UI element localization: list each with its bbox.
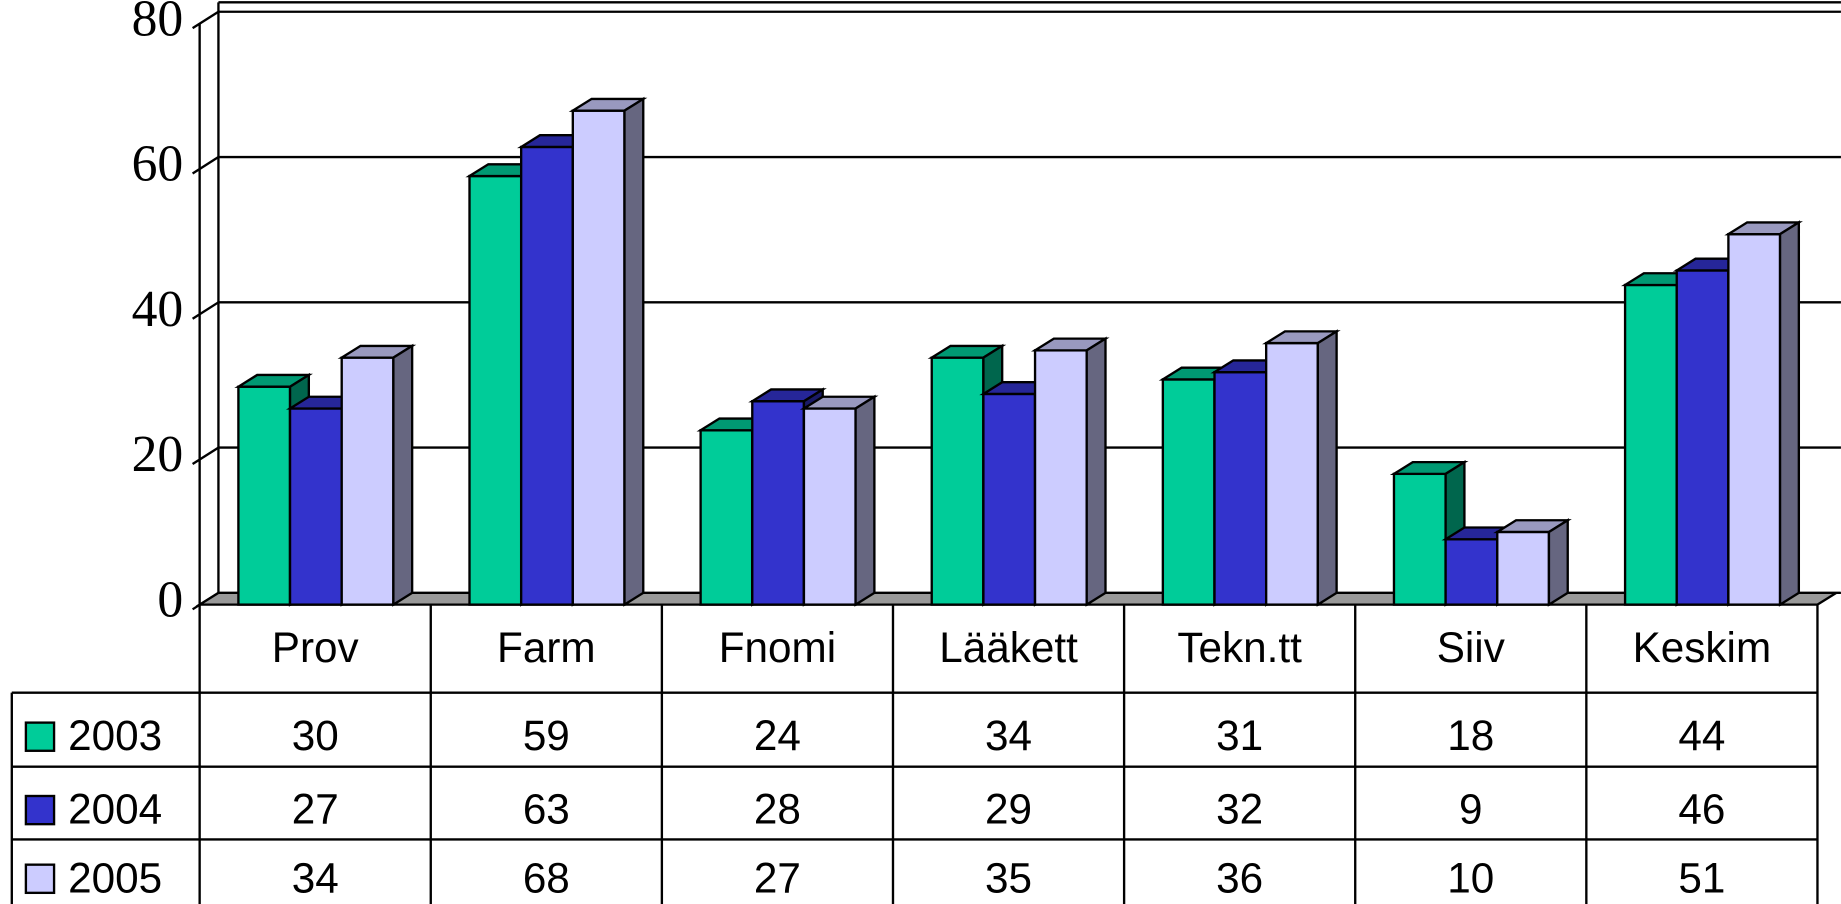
bar-front bbox=[930, 356, 985, 606]
legend-swatch bbox=[24, 794, 56, 826]
legend-swatch bbox=[24, 721, 56, 752]
bar bbox=[1724, 220, 1803, 607]
bar-front bbox=[1444, 538, 1499, 606]
table-value: 44 bbox=[1678, 712, 1725, 759]
bar-front bbox=[340, 356, 395, 606]
table-value: 27 bbox=[292, 786, 339, 833]
bar-side bbox=[392, 343, 414, 607]
legend-label: 2005 bbox=[68, 854, 162, 901]
bar-side bbox=[1778, 220, 1801, 607]
bar-side bbox=[1085, 336, 1107, 607]
legend-label: 2003 bbox=[68, 712, 162, 759]
bar-front bbox=[468, 174, 523, 606]
x-tick-label: Lääkett bbox=[939, 624, 1078, 671]
y-tick bbox=[191, 10, 220, 30]
x-tick-label: Prov bbox=[272, 624, 359, 671]
bar-front bbox=[982, 392, 1037, 606]
bar-front bbox=[1675, 269, 1730, 606]
bar bbox=[1262, 329, 1341, 607]
bar-front bbox=[1623, 283, 1678, 606]
bar-front bbox=[571, 109, 626, 606]
table-value: 59 bbox=[523, 712, 570, 759]
table-value: 46 bbox=[1678, 786, 1725, 833]
x-tick-label: Fnomi bbox=[719, 624, 836, 671]
bar-front bbox=[1161, 378, 1216, 606]
bar-front bbox=[1496, 530, 1551, 606]
bar bbox=[799, 394, 879, 607]
y-tick bbox=[191, 156, 220, 175]
table-value: 18 bbox=[1447, 712, 1494, 759]
bar bbox=[1493, 518, 1572, 607]
table-value: 32 bbox=[1216, 786, 1263, 833]
bar-side bbox=[1547, 518, 1569, 607]
y-tick-label: 60 bbox=[132, 136, 184, 193]
y-tick-label: 80 bbox=[132, 0, 184, 47]
x-tick-label: Siiv bbox=[1437, 624, 1505, 671]
table-value: 63 bbox=[523, 786, 570, 833]
table-value: 34 bbox=[292, 854, 339, 901]
y-tick-label: 0 bbox=[157, 571, 183, 628]
bar-front bbox=[288, 407, 343, 606]
y-tick-label: 20 bbox=[132, 426, 184, 483]
bar-front bbox=[1392, 472, 1447, 606]
bar-front bbox=[751, 400, 806, 606]
x-tick-label: Keskim bbox=[1633, 624, 1772, 671]
table-value: 68 bbox=[523, 854, 570, 901]
bar-side bbox=[1316, 329, 1338, 607]
bar-front bbox=[699, 429, 754, 606]
table-value: 35 bbox=[985, 854, 1032, 901]
table-value: 51 bbox=[1678, 854, 1725, 901]
table-value: 30 bbox=[292, 712, 339, 759]
legend-swatch bbox=[24, 863, 56, 895]
table-value: 24 bbox=[754, 712, 801, 759]
x-tick-label: Farm bbox=[497, 624, 596, 671]
table-value: 31 bbox=[1216, 712, 1263, 759]
y-tick bbox=[191, 446, 220, 466]
bar-front bbox=[802, 407, 857, 606]
table-value: 28 bbox=[754, 786, 801, 833]
bar-front bbox=[1033, 349, 1088, 606]
bar bbox=[1030, 336, 1110, 607]
bar-front bbox=[237, 385, 292, 606]
bar-front bbox=[519, 145, 574, 606]
x-tick-label: Tekn.tt bbox=[1177, 624, 1302, 671]
bar bbox=[568, 96, 648, 607]
bar-front bbox=[1727, 232, 1782, 606]
table-value: 36 bbox=[1216, 854, 1263, 901]
y-tick-label: 40 bbox=[132, 281, 184, 338]
y-tick bbox=[191, 301, 220, 320]
table-value: 34 bbox=[985, 712, 1032, 759]
bar-front bbox=[1264, 341, 1319, 606]
bar-side bbox=[623, 96, 645, 607]
table-value: 27 bbox=[754, 854, 801, 901]
legend-label: 2004 bbox=[68, 786, 162, 833]
bar-front bbox=[1213, 370, 1268, 606]
table-value: 29 bbox=[985, 786, 1032, 833]
bar bbox=[337, 343, 417, 607]
table-value: 10 bbox=[1447, 854, 1494, 901]
bar-side bbox=[854, 394, 876, 607]
table-value: 9 bbox=[1459, 786, 1483, 833]
